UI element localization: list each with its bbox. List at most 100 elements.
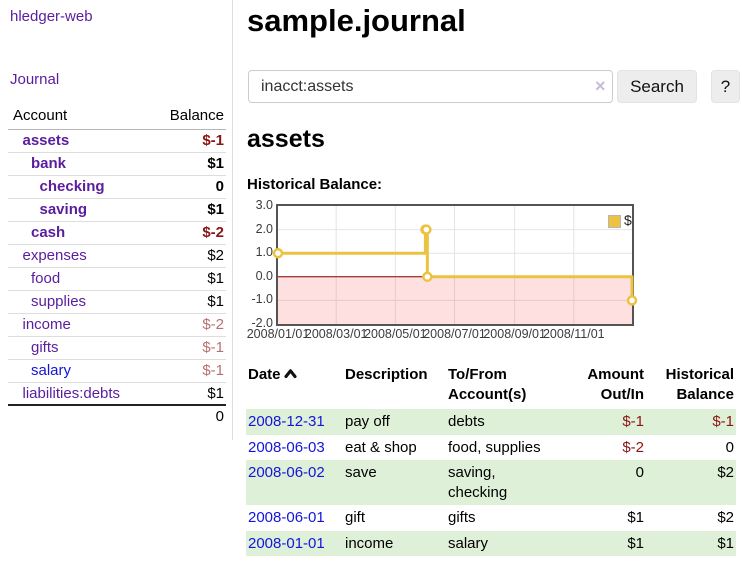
register-cell-amount: $-2 [622,438,644,456]
account-link-liabilities-debts[interactable]: liabilities:debts [22,384,121,402]
account-row: assets $-1 [8,129,226,153]
y-axis-tick-label: -2.0 [251,316,273,330]
historical-balance-chart [272,204,638,326]
legend-label: $ [624,212,632,228]
register-header-date[interactable]: Date [246,363,343,409]
register-cell-date: 2008-06-02 [246,460,343,505]
y-axis-tick-label: 0.0 [255,268,273,283]
account-balance: $-2 [158,221,226,245]
chart-title: Historical Balance: [247,176,383,193]
x-axis-tick-label: 2008/01/01 [246,327,310,341]
app-title-link[interactable]: hledger-web [10,8,93,25]
account-balance: $1 [158,267,226,291]
account-link-income[interactable]: income [22,316,71,333]
register-cell-accounts: gifts [448,509,476,526]
x-axis-tick-label: 2008/11/01 [542,327,605,341]
account-link-supplies[interactable]: supplies [31,293,87,310]
accounts-header-account: Account [8,103,158,130]
account-row: checking 0 [8,175,226,199]
y-axis-tick-label: 1.0 [255,245,273,260]
register-cell-accounts: debts [448,413,485,430]
y-axis-tick-label: -1.0 [251,292,273,307]
clear-search-icon[interactable]: × [595,76,606,96]
accounts-table: Account Balance assets $-1 bank $1 checking 0… [8,103,226,427]
register-cell-amount: $-1 [622,413,644,430]
register-cell-balance: $1 [717,534,734,552]
register-cell-balance: $-1 [712,413,734,430]
y-axis-tick-label: 3.0 [255,198,273,212]
register-table: Date Description To/From Account(s) Amou… [246,363,736,556]
search-button[interactable]: Search [617,70,697,103]
account-balance: $2 [158,244,226,268]
register-cell-date: 2008-01-01 [246,531,343,557]
transaction-date-link[interactable]: 2008-06-03 [248,438,325,456]
account-row: food $1 [8,267,226,291]
account-link-gifts[interactable]: gifts [31,339,59,356]
x-axis-tick-label: 2008/09/01 [483,327,546,341]
account-row: cash $-2 [8,221,226,245]
register-cell-date: 2008-06-01 [246,505,343,531]
transaction-date-link[interactable]: 2008-12-31 [248,413,325,430]
account-link-salary[interactable]: salary [31,362,72,379]
accounts-header-balance: Balance [158,103,226,130]
register-header-row: Date Description To/From Account(s) Amou… [246,363,736,409]
register-cell-date: 2008-12-31 [246,409,343,435]
account-balance: $1 [158,152,226,176]
transaction-date-link[interactable]: 2008-01-01 [248,534,325,552]
y-axis-tick-label: 2.0 [255,221,273,236]
register-cell-balance: $2 [717,464,734,481]
sidebar-divider [232,0,233,440]
account-balance: 0 [158,175,226,199]
accounts-total-value: 0 [158,404,226,427]
account-link-cash[interactable]: cash [31,224,66,241]
accounts-total-spacer [8,404,158,427]
x-axis-tick-label: 2008/05/01 [364,327,427,341]
account-row: salary $-1 [8,359,226,383]
register-row: 2008-06-03 eat & shop food, supplies $-2 0 [246,435,736,461]
register-header-description: Description [345,366,428,383]
account-link-food[interactable]: food [31,270,61,287]
sidebar-item-journal[interactable]: Journal [10,71,60,88]
account-row: saving $1 [8,198,226,222]
register-row: 2008-12-31 pay off debts $-1 $-1 [246,409,736,435]
register-cell-description: gift [345,509,366,526]
register-header-amount: Amount Out/In [587,366,644,403]
transaction-date-link[interactable]: 2008-06-01 [248,509,325,526]
register-header-balance: Historical Balance [665,366,734,403]
x-axis-tick-label: 2008/03/01 [304,327,368,341]
account-link-assets[interactable]: assets [22,132,70,149]
account-link-checking[interactable]: checking [39,178,105,195]
account-row: income $-2 [8,313,226,337]
account-link-saving[interactable]: saving [39,201,88,218]
account-row: liabilities:debts $1 [8,382,226,406]
accounts-total-row: 0 [8,404,226,427]
transaction-date-link[interactable]: 2008-06-02 [248,464,325,481]
account-link-expenses[interactable]: expenses [22,247,87,264]
x-axis-tick-label: 2008/07/01 [423,327,486,341]
account-balance: $1 [158,290,226,314]
register-cell-description: pay off [345,413,390,430]
register-cell-date: 2008-06-03 [246,435,343,461]
help-button[interactable]: ? [711,70,740,103]
account-balance: $-1 [158,129,226,153]
register-cell-description: eat & shop [345,438,417,456]
account-heading: assets [247,125,325,153]
search-input[interactable] [248,70,613,103]
register-header-accounts: To/From Account(s) [448,366,527,403]
account-link-bank[interactable]: bank [31,155,67,172]
register-cell-balance: $2 [717,509,734,526]
register-row: 2008-06-02 save saving, checking 0 $2 [246,460,736,505]
register-cell-description: save [345,464,377,481]
register-cell-accounts: food, supplies [448,438,541,456]
account-balance: $-1 [158,359,226,383]
register-cell-amount: $1 [627,509,644,526]
register-cell-accounts: saving, checking [448,464,508,501]
register-row: 2008-01-01 income salary $1 $1 [246,530,736,557]
page-title: sample.journal [247,3,466,38]
account-row: gifts $-1 [8,336,226,360]
register-cell-accounts: salary [448,534,489,552]
account-balance: $1 [158,198,226,222]
legend-swatch [608,215,621,228]
register-cell-amount: $1 [627,534,644,552]
